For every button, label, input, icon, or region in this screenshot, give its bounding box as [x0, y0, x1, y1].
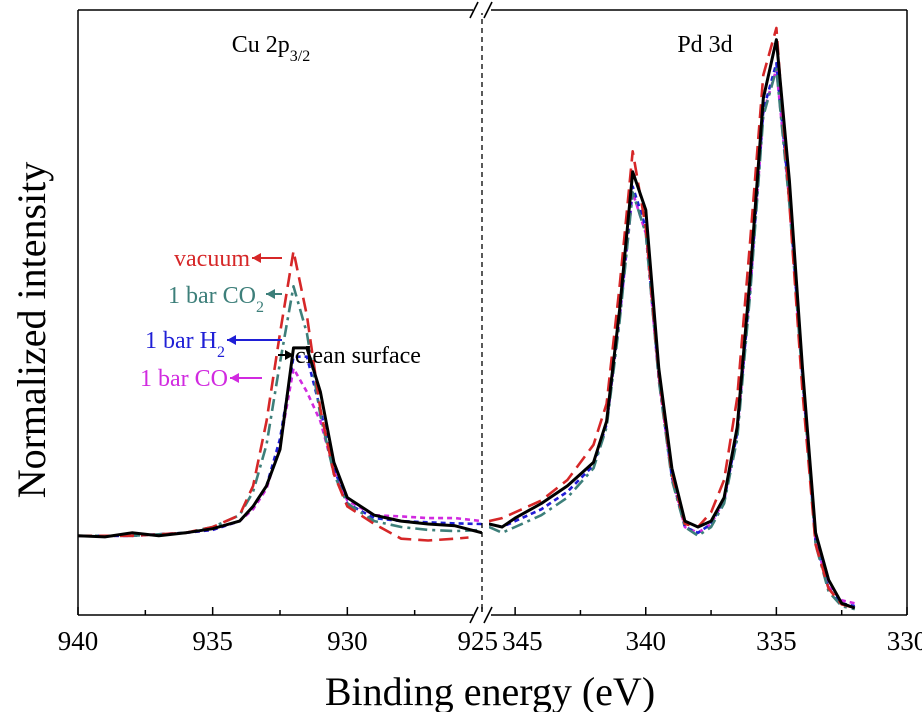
- break-mark-stroke: [469, 606, 479, 624]
- x-tick-label: 935: [192, 626, 233, 656]
- x-tick-label: 330: [887, 626, 922, 656]
- panel-title-subscript: 3/2: [290, 48, 310, 65]
- plot-layer: [78, 26, 856, 611]
- break-mark-stroke: [469, 1, 479, 19]
- panel-2-series: [489, 26, 856, 611]
- annotation-label-co: 1 bar CO: [140, 366, 228, 392]
- annotation-arrowhead-h2: [227, 335, 236, 345]
- break-mark-stroke: [483, 1, 493, 19]
- break-gap: [473, 7, 491, 13]
- annotation-arrowhead-co: [230, 373, 239, 383]
- annotation-arrowhead-clean: [285, 350, 294, 360]
- annotation-label-vacuum: vacuum: [174, 246, 250, 272]
- annotation-label-clean: clean surface: [295, 343, 421, 369]
- series-line-clean-panel-2: [489, 38, 856, 610]
- x-tick-label: 925: [458, 626, 499, 656]
- annotation-subscript: 2: [217, 344, 225, 361]
- panel-1-series: [78, 249, 482, 542]
- annotation-arrowhead-co2: [266, 289, 275, 299]
- annotation-subscript: 2: [256, 299, 264, 316]
- break-mark-stroke: [483, 606, 493, 624]
- series-line-clean-panel-1: [78, 346, 482, 539]
- series-line-vacuum-panel-2: [489, 26, 856, 610]
- annotation-arrowhead-vacuum: [252, 253, 261, 263]
- x-axis-label: Binding energy (eV): [325, 669, 655, 712]
- x-tick-label: 345: [502, 626, 543, 656]
- x-tick-label: 340: [626, 626, 667, 656]
- x-tick-label: 930: [327, 626, 368, 656]
- panel-title: Pd 3d: [677, 32, 732, 58]
- y-axis-label: Normalized intensity: [9, 162, 54, 499]
- x-tick-label: 940: [58, 626, 99, 656]
- x-tick-label: 335: [756, 626, 797, 656]
- break-gap: [473, 612, 491, 618]
